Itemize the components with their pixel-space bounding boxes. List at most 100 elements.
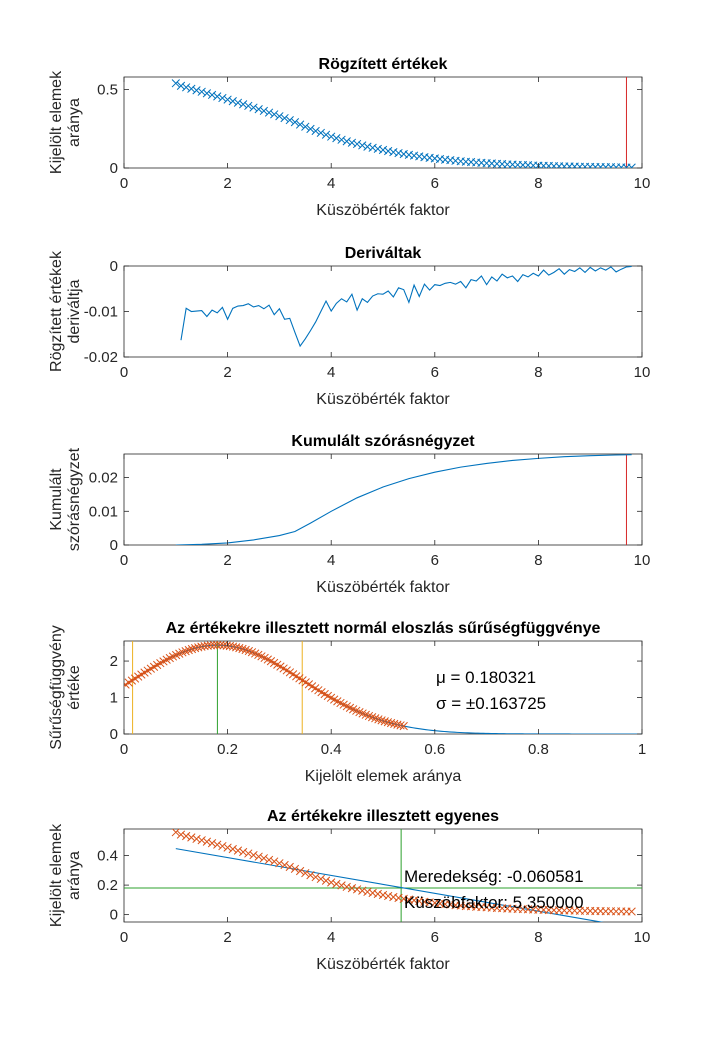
- data-point: [275, 112, 284, 121]
- y-axis-label: Kijelölt elemek: [48, 70, 65, 174]
- data-point: [364, 711, 374, 721]
- data-point: [380, 717, 389, 726]
- x-tick-label: 6: [431, 175, 439, 192]
- data-point: [241, 645, 250, 655]
- data-point: [190, 644, 200, 653]
- chart-title: Kumulált szórásnégyzet: [291, 433, 475, 450]
- annotation-text: Meredekség: -0.060581: [404, 867, 584, 886]
- data-point: [233, 846, 243, 855]
- data-point: [228, 642, 238, 651]
- y-axis-label: Sűrűségfüggvény: [48, 625, 65, 750]
- chart-title: Deriváltak: [345, 245, 422, 262]
- data-point: [176, 830, 186, 839]
- x-tick-label: 4: [327, 175, 335, 192]
- data-point: [270, 110, 279, 119]
- y-axis-label: értéke: [66, 665, 83, 710]
- data-point: [238, 847, 248, 857]
- x-tick-label: 6: [431, 552, 439, 569]
- data-point: [321, 876, 331, 885]
- data-point: [378, 890, 388, 900]
- data-point: [218, 93, 227, 103]
- annotation-text: Küszöbfaktor: 5.350000: [404, 893, 584, 912]
- y-tick-label: 0: [110, 160, 118, 177]
- data-point: [202, 89, 212, 98]
- y-tick-label: 0: [110, 726, 118, 743]
- x-tick-label: 10: [634, 175, 651, 192]
- data-point: [374, 715, 383, 724]
- data-point: [223, 843, 232, 852]
- x-tick-label: 0: [120, 552, 128, 569]
- data-point: [207, 839, 217, 848]
- data-point: [182, 831, 191, 841]
- data-point: [181, 647, 190, 656]
- data-point: [377, 716, 386, 725]
- data-point: [213, 92, 222, 101]
- x-tick-label: 6: [431, 364, 439, 381]
- x-axis-label: Küszöbérték faktor: [316, 391, 450, 408]
- x-tick-label: 10: [634, 929, 651, 946]
- x-tick-label: 10: [634, 552, 651, 569]
- x-tick-label: 2: [223, 175, 231, 192]
- data-point: [280, 860, 289, 870]
- data-point: [368, 888, 377, 898]
- data-point: [383, 718, 393, 727]
- y-tick-label: 0.5: [97, 82, 118, 99]
- annotation-text: σ = ±0.163725: [436, 694, 546, 713]
- data-point: [332, 879, 341, 889]
- data-point: [384, 146, 393, 156]
- x-tick-label: 4: [327, 552, 335, 569]
- data-point: [342, 882, 351, 892]
- axes-box: [123, 453, 643, 546]
- x-tick-label: 0: [120, 175, 128, 192]
- chart-title: Az értékekre illesztett normál eloszlás …: [166, 620, 601, 637]
- data-point: [373, 144, 382, 154]
- data-point: [327, 132, 336, 141]
- data-point: [280, 113, 289, 123]
- chart-panel-5: Az értékekre illesztett egyenes 0 2 4 6 8 10 0 0…: [48, 808, 650, 973]
- x-tick-label: 8: [534, 364, 542, 381]
- data-point: [264, 855, 274, 865]
- x-tick-label: 0: [120, 741, 128, 758]
- y-tick-label: 1: [110, 690, 118, 707]
- x-tick-label: 4: [327, 929, 335, 946]
- data-point: [342, 137, 351, 146]
- chart-panel-3: Kumulált szórásnégyzet 0 2 4 6 8 10 0 0.01 0.02 Kü…: [48, 433, 650, 596]
- data-point: [327, 878, 336, 887]
- data-point: [358, 886, 367, 895]
- chart-title: Rögzített értékek: [319, 56, 448, 73]
- data-point: [384, 891, 393, 901]
- x-axis-label: Küszöbérték faktor: [316, 202, 450, 219]
- axes-box: [123, 265, 643, 358]
- data-point: [270, 857, 279, 866]
- x-tick-label: 0: [120, 929, 128, 946]
- x-tick-label: 8: [534, 929, 542, 946]
- axes-box: [123, 76, 643, 169]
- data-point: [285, 115, 294, 125]
- data-point: [228, 844, 237, 854]
- y-axis-label: szórásnégyzet: [66, 447, 83, 551]
- y-tick-label: -0.02: [84, 349, 118, 366]
- chart-panel-4: Az értékekre illesztett normál eloszlás …: [48, 620, 646, 785]
- data-point: [176, 81, 186, 90]
- data-point: [213, 641, 222, 650]
- x-tick-label: 0.4: [321, 741, 342, 758]
- x-tick-label: 8: [534, 552, 542, 569]
- data-point: [202, 837, 212, 846]
- data-point: [390, 719, 399, 729]
- y-axis-label: aránya: [66, 851, 83, 900]
- data-point: [244, 646, 253, 656]
- data-point: [306, 124, 315, 134]
- data-point: [233, 98, 243, 107]
- data-point: [295, 866, 305, 876]
- data-point: [238, 644, 247, 654]
- y-tick-label: 0.01: [89, 503, 118, 520]
- data-point: [207, 90, 217, 100]
- data-point: [368, 143, 377, 152]
- data-point: [378, 145, 388, 155]
- data-point: [316, 874, 325, 884]
- annotation-text: μ = 0.180321: [436, 668, 536, 687]
- data-point: [295, 120, 305, 129]
- data-point: [213, 840, 222, 849]
- data-point: [228, 97, 237, 106]
